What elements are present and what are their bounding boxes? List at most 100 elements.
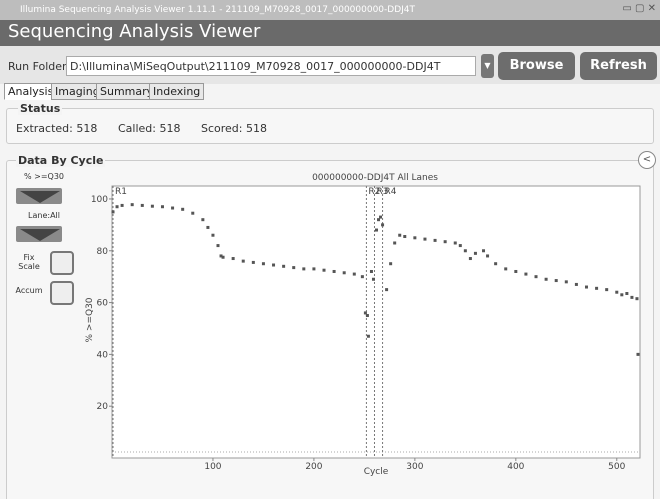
data-point: [150, 204, 154, 208]
data-point: [366, 334, 370, 338]
arrow-icon: [20, 229, 60, 241]
data-point: [111, 210, 115, 214]
y-tick-label: 40: [97, 350, 109, 360]
y-tick-label: 60: [97, 299, 109, 309]
data-point: [369, 269, 373, 273]
checkbox-label: Fix Scale: [18, 253, 40, 271]
data-point: [360, 275, 364, 279]
refresh-button[interactable]: Refresh: [580, 52, 657, 80]
app-header: Sequencing Analysis Viewer: [0, 20, 660, 46]
metric-label: % >=Q30: [23, 172, 65, 181]
title-bar: Illumina Sequencing Analysis Viewer 1.11…: [0, 0, 660, 20]
data-point: [216, 244, 220, 248]
data-point: [115, 205, 119, 209]
data-point: [379, 215, 383, 219]
data-point: [371, 277, 375, 281]
data-point: [363, 311, 367, 315]
data-point: [312, 267, 316, 271]
checkbox-label: Accum: [15, 286, 43, 295]
browse-button[interactable]: Browse: [498, 52, 575, 80]
data-point: [574, 282, 578, 286]
window-title: Illumina Sequencing Analysis Viewer 1.11…: [20, 5, 416, 15]
data-point: [504, 267, 508, 271]
data-point: [636, 352, 640, 356]
data-point: [403, 235, 407, 239]
data-point: [211, 233, 215, 237]
y-tick-label: 20: [97, 402, 109, 412]
data-point: [181, 207, 185, 211]
data-point: [377, 218, 381, 222]
data-point: [342, 271, 346, 275]
data-point: [468, 257, 472, 261]
y-tick-label: 80: [97, 247, 109, 257]
tab[interactable]: Indexing: [149, 83, 205, 100]
data-point: [261, 262, 265, 266]
read-label: R4: [385, 187, 397, 197]
data-by-cycle-title: Data By Cycle: [16, 154, 106, 167]
data-point: [292, 266, 296, 270]
data-point: [524, 272, 528, 276]
data-point: [332, 269, 336, 273]
data-point: [615, 290, 619, 294]
accum-checkbox[interactable]: [50, 281, 74, 305]
data-point: [231, 257, 235, 261]
data-point: [554, 279, 558, 283]
y-axis-label: % >=Q30: [85, 297, 95, 342]
tab[interactable]: Summary: [96, 83, 158, 100]
data-point: [140, 203, 144, 207]
data-point: [375, 228, 379, 232]
chart-title: 000000000-DDJ4T All Lanes: [312, 173, 438, 183]
tab[interactable]: Analysis: [4, 83, 58, 100]
data-point: [160, 205, 164, 209]
status-item: Extracted: 518: [16, 122, 98, 135]
data-point: [534, 275, 538, 279]
plot-area: [111, 185, 641, 459]
data-point: [385, 288, 389, 292]
dropdown-button[interactable]: ▼: [481, 54, 494, 78]
data-point: [302, 267, 306, 271]
read-label: R1: [115, 187, 127, 197]
data-point: [219, 254, 223, 258]
arrow-icon: [20, 191, 60, 203]
data-point: [413, 236, 417, 240]
data-point: [630, 295, 634, 299]
fix-scale-checkbox[interactable]: [50, 251, 74, 275]
x-tick-label: 400: [507, 462, 524, 472]
data-point: [635, 297, 639, 301]
data-point: [473, 251, 477, 255]
data-point: [453, 241, 457, 245]
status-title: Status: [18, 102, 63, 115]
data-point: [120, 203, 124, 207]
collapse-button[interactable]: <: [638, 151, 656, 169]
data-point: [272, 263, 276, 267]
window-controls[interactable]: ▭ ▢ ✕: [622, 3, 656, 14]
data-point: [625, 292, 629, 296]
data-point: [381, 223, 385, 227]
run-folder-label: Run Folder:: [8, 60, 71, 73]
data-point: [282, 264, 286, 268]
x-tick-label: 200: [305, 462, 322, 472]
x-tick-label: 300: [406, 462, 423, 472]
data-point: [221, 255, 225, 259]
data-point: [206, 225, 210, 229]
data-point: [389, 262, 393, 266]
x-tick-label: 500: [608, 462, 625, 472]
data-point: [201, 218, 205, 222]
status-item: Called: 518: [118, 122, 181, 135]
data-point: [514, 269, 518, 273]
data-point: [584, 285, 588, 289]
status-item: Scored: 518: [201, 122, 267, 135]
data-point: [241, 259, 245, 263]
data-point: [130, 203, 134, 207]
data-point: [564, 280, 568, 284]
data-point: [433, 238, 437, 242]
data-point: [463, 249, 467, 253]
data-point: [171, 206, 175, 210]
lane-label: Lane:All: [28, 211, 60, 220]
data-point: [443, 240, 447, 244]
tab[interactable]: Imaging: [51, 83, 104, 100]
data-point: [458, 244, 462, 248]
data-point: [365, 314, 369, 318]
run-folder-path[interactable]: D:\Illumina\MiSeqOutput\211109_M70928_00…: [66, 56, 476, 76]
